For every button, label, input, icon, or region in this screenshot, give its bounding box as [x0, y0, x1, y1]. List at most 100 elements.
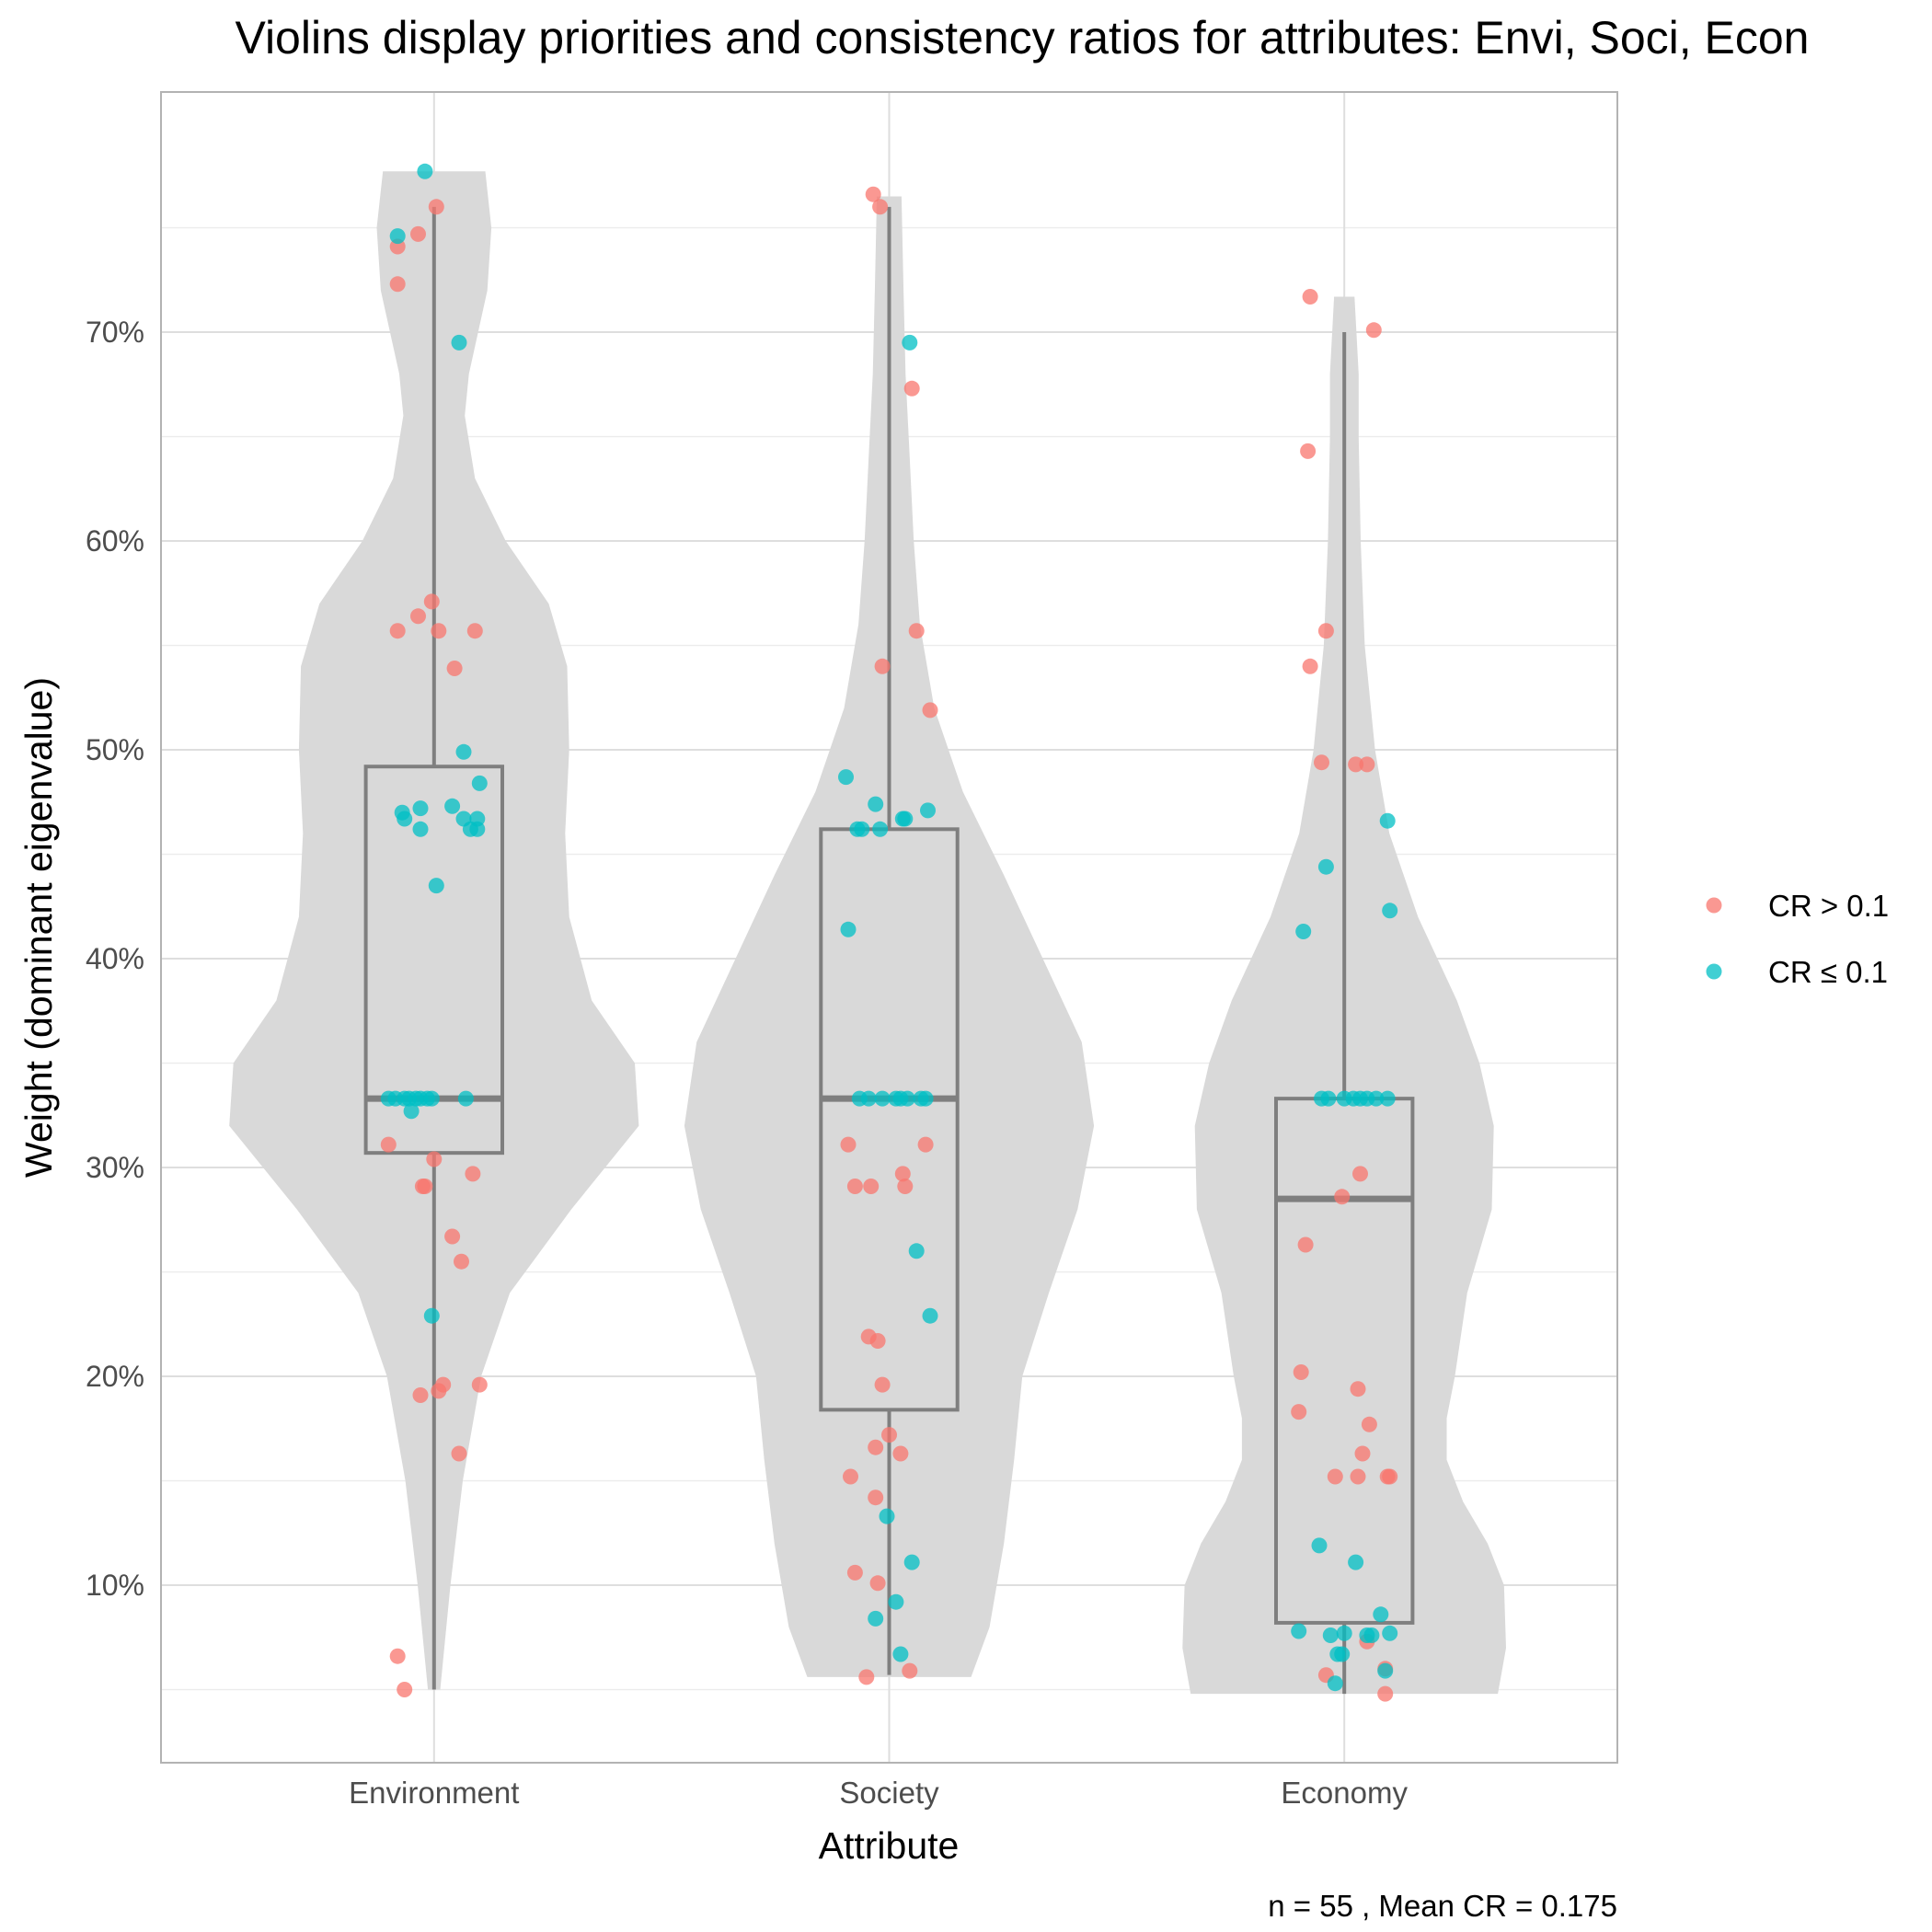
- data-point: [840, 1136, 857, 1153]
- data-point: [846, 1179, 863, 1194]
- data-point: [874, 1090, 891, 1107]
- data-point: [881, 1427, 897, 1443]
- data-point: [465, 1166, 481, 1182]
- data-point: [869, 1333, 886, 1349]
- data-point: [860, 1090, 877, 1107]
- data-point: [874, 1376, 891, 1393]
- data-point: [902, 1662, 918, 1679]
- data-point: [894, 1166, 911, 1182]
- data-point: [903, 1554, 920, 1570]
- data-point: [908, 623, 925, 639]
- y-tick-label: 50%: [86, 733, 144, 766]
- legend-key: [1706, 963, 1722, 980]
- data-point: [1348, 1554, 1364, 1570]
- data-point: [444, 1228, 461, 1245]
- data-point: [1327, 1675, 1343, 1692]
- data-point: [872, 199, 889, 215]
- data-point: [471, 1376, 488, 1393]
- data-point: [423, 593, 440, 610]
- data-point: [874, 658, 891, 674]
- data-point: [868, 796, 884, 812]
- data-point: [1336, 1625, 1352, 1641]
- data-point: [920, 802, 936, 819]
- data-point: [1300, 443, 1317, 459]
- data-point: [1382, 903, 1398, 919]
- data-point: [897, 1179, 914, 1194]
- y-tick-label: 20%: [86, 1360, 144, 1393]
- plot-panel-border: [160, 91, 1618, 1764]
- data-point: [865, 186, 881, 202]
- data-point: [1334, 1189, 1351, 1205]
- data-point: [1302, 289, 1318, 305]
- data-point: [1302, 658, 1318, 674]
- data-point: [397, 1682, 413, 1697]
- data-point: [879, 1508, 895, 1524]
- data-point: [892, 1445, 909, 1462]
- data-point: [922, 702, 938, 719]
- data-point: [1368, 1090, 1385, 1107]
- data-point: [410, 225, 426, 242]
- y-axis-label: Weight (dominant eigenvalue): [17, 677, 60, 1178]
- data-point: [892, 1646, 909, 1662]
- y-tick-label: 60%: [86, 524, 144, 558]
- data-point: [454, 1253, 469, 1270]
- data-point: [1293, 1364, 1309, 1380]
- x-tick-label: Environment: [349, 1776, 519, 1810]
- data-point: [412, 800, 429, 817]
- data-point: [466, 623, 483, 639]
- data-point: [1350, 1381, 1366, 1397]
- data-point: [1295, 924, 1312, 939]
- legend-key: [1706, 897, 1722, 914]
- data-point: [423, 1307, 440, 1324]
- data-point: [897, 811, 914, 827]
- data-point: [868, 1439, 884, 1455]
- data-point: [451, 1445, 467, 1462]
- data-point: [1363, 1627, 1380, 1643]
- data-point: [417, 163, 433, 179]
- data-point: [431, 623, 447, 639]
- data-point: [1327, 1468, 1343, 1485]
- data-point: [410, 608, 426, 625]
- data-point: [908, 1243, 925, 1259]
- data-point: [417, 1179, 433, 1194]
- data-point: [869, 1575, 886, 1592]
- data-point: [471, 775, 488, 791]
- data-point: [1382, 1468, 1398, 1485]
- legend-label: CR > 0.1: [1768, 889, 1889, 923]
- data-point: [1297, 1236, 1314, 1253]
- data-point: [846, 1564, 863, 1581]
- data-point: [868, 1489, 884, 1506]
- data-point: [1291, 1404, 1307, 1420]
- data-point: [444, 798, 461, 814]
- data-point: [1382, 1625, 1398, 1641]
- data-point: [428, 199, 444, 215]
- data-point: [1377, 1685, 1394, 1702]
- data-point: [397, 811, 413, 827]
- data-point: [868, 1610, 884, 1627]
- chart-title: Violins display priorities and consisten…: [236, 12, 1810, 63]
- data-point: [389, 623, 406, 639]
- data-point: [412, 821, 429, 837]
- y-axis-ticks: 10% 20% 30% 40% 50% 60% 70%: [86, 316, 144, 1602]
- data-point: [457, 1090, 474, 1107]
- data-point: [1317, 623, 1334, 639]
- data-point: [1379, 1090, 1396, 1107]
- data-point: [426, 1151, 443, 1167]
- data-point: [1361, 1416, 1377, 1432]
- data-point: [446, 661, 463, 676]
- data-point: [1354, 1445, 1371, 1462]
- data-point: [389, 1648, 406, 1664]
- data-point: [922, 1307, 938, 1324]
- data-point: [1379, 812, 1396, 829]
- data-point: [917, 1090, 934, 1107]
- data-point: [1317, 858, 1334, 875]
- data-point: [1311, 1537, 1328, 1554]
- y-tick-label: 40%: [86, 942, 144, 975]
- data-point: [917, 1136, 934, 1153]
- data-point: [1334, 1646, 1351, 1662]
- chart-caption: n = 55 , Mean CR = 0.175: [1268, 1889, 1617, 1923]
- data-point: [1320, 1090, 1337, 1107]
- data-point: [888, 1593, 904, 1610]
- legend: CR > 0.1 CR ≤ 0.1: [1706, 889, 1889, 989]
- y-tick-label: 10%: [86, 1569, 144, 1602]
